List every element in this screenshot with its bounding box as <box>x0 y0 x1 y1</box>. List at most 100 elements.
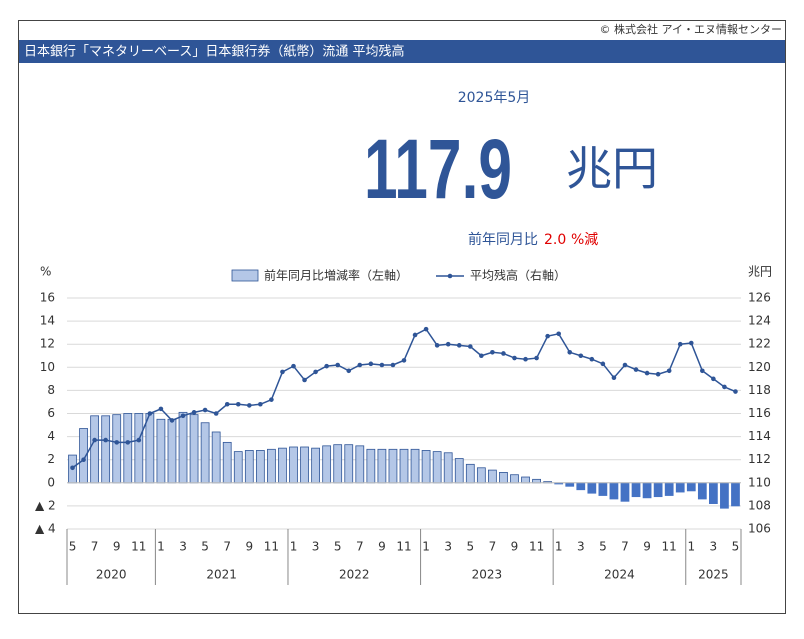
line-marker <box>578 353 584 359</box>
y2-tick-label: 120 <box>748 360 771 374</box>
x-tick-label: 3 <box>312 540 320 554</box>
x-group-label: 2025 <box>698 568 729 582</box>
x-tick-label: 11 <box>529 540 544 554</box>
y-tick-label: 14 <box>40 314 55 328</box>
y2-tick-label: 110 <box>748 475 771 489</box>
title-bar <box>19 40 785 63</box>
x-tick-label: 1 <box>687 540 695 554</box>
y2-tick-label: 124 <box>748 314 771 328</box>
bar <box>244 450 254 484</box>
x-tick-label: 3 <box>710 540 718 554</box>
line-marker <box>467 344 473 349</box>
bar <box>178 411 188 484</box>
line-marker <box>412 332 418 338</box>
bar <box>123 413 133 484</box>
line-marker <box>644 370 650 376</box>
x-tick-label: 1 <box>555 540 563 554</box>
change-label: 前年同月比 <box>468 231 538 248</box>
y2-tick-label: 122 <box>748 337 771 351</box>
line-marker <box>722 384 727 390</box>
bar <box>112 414 122 484</box>
line-marker <box>423 326 429 332</box>
bar <box>410 448 420 484</box>
headline-value: 117.9 <box>364 122 512 216</box>
line-marker <box>479 353 484 359</box>
line-marker <box>335 362 341 368</box>
change-value: 2.0 <box>544 232 566 248</box>
change-unit: %減 <box>571 231 598 248</box>
bar <box>576 482 586 491</box>
line-marker <box>512 355 517 361</box>
x-tick-label: 9 <box>245 540 253 554</box>
x-tick-label: 7 <box>91 540 99 554</box>
y2-tick-label: 118 <box>748 383 771 397</box>
x-tick-label: 3 <box>179 540 187 554</box>
x-tick-label: 1 <box>157 540 165 554</box>
bar <box>278 447 287 484</box>
line-marker <box>401 358 407 363</box>
y-tick-label: 2 <box>47 452 55 466</box>
bar <box>708 482 718 504</box>
y-tick-label: 0 <box>47 475 55 489</box>
line-marker <box>302 377 307 383</box>
line-marker <box>622 362 628 368</box>
bar <box>200 422 210 484</box>
title: 日本銀行「マネタリーベース」日本銀行券（紙幣）流通 平均残高 <box>24 44 404 60</box>
bar <box>211 431 221 484</box>
line-marker <box>158 406 164 412</box>
line-marker <box>456 343 462 348</box>
line-marker <box>169 418 175 423</box>
line-marker <box>202 407 208 413</box>
y2-tick-label: 112 <box>748 452 771 466</box>
x-tick-label: 11 <box>131 540 146 554</box>
bar <box>355 445 365 484</box>
line-marker <box>523 356 528 362</box>
y2-unit: 兆円 <box>748 265 772 279</box>
line-marker <box>445 341 451 347</box>
frame <box>18 20 786 614</box>
x-tick-label: 5 <box>69 540 77 554</box>
legend-label: 前年同月比増減率（左軸） <box>264 268 408 283</box>
line-marker <box>313 369 318 375</box>
bar <box>620 482 630 502</box>
line-marker <box>666 368 672 374</box>
line-marker <box>235 401 241 407</box>
bar <box>598 482 608 496</box>
bar <box>167 418 177 484</box>
x-tick-label: 5 <box>466 540 474 554</box>
bar <box>366 448 376 484</box>
bar <box>488 469 497 484</box>
line-marker <box>368 361 374 367</box>
x-tick-label: 1 <box>422 540 430 554</box>
line-marker <box>711 376 716 382</box>
copyright: © 株式会社 アイ・エヌ情報センター <box>600 22 782 36</box>
bar <box>532 478 541 484</box>
x-tick-label: 9 <box>511 540 519 554</box>
y2-tick-label: 126 <box>748 291 771 305</box>
line-marker <box>390 362 396 368</box>
x-group-label: 2022 <box>339 568 370 582</box>
line-marker <box>213 411 219 416</box>
bar <box>565 482 575 487</box>
y2-tick-label: 108 <box>748 498 771 512</box>
x-tick-label: 11 <box>662 540 677 554</box>
line-marker <box>125 440 131 445</box>
line-marker <box>324 363 329 369</box>
x-tick-label: 7 <box>223 540 231 554</box>
line-marker <box>247 403 252 408</box>
y-unit: % <box>40 265 51 279</box>
x-tick-label: 5 <box>599 540 607 554</box>
line-marker <box>92 437 97 443</box>
bar <box>344 444 354 484</box>
bar <box>421 450 431 484</box>
line-marker <box>280 369 285 375</box>
bar <box>233 451 243 484</box>
line-marker <box>611 375 617 380</box>
bar <box>101 415 111 484</box>
bar <box>465 463 475 484</box>
bar <box>222 441 232 484</box>
line-marker <box>224 401 230 407</box>
bar <box>587 482 597 494</box>
line-marker <box>633 367 639 372</box>
